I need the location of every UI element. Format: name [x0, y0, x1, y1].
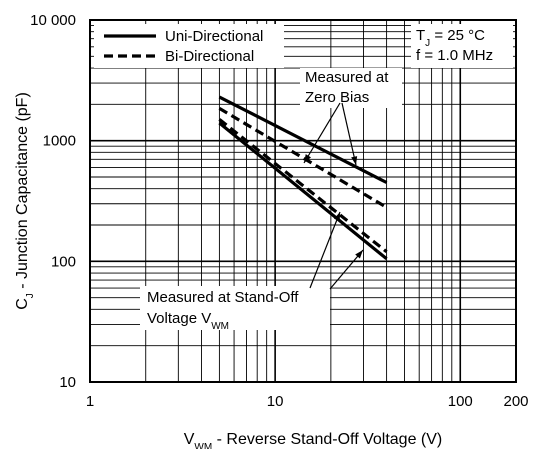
condition-frequency: f = 1.0 MHz — [416, 47, 493, 64]
arrow-standoff-2 — [329, 249, 364, 290]
y-tick-label: 10 000 — [30, 12, 76, 29]
tick-labels: 1 10 100 200 10 100 1000 10 000 — [30, 12, 528, 410]
plot-frame — [89, 19, 517, 383]
y-tick-label: 100 — [51, 253, 76, 270]
series-line-4-dashed — [218, 118, 388, 254]
y-axis-label: CJ - Junction Capacitance (pF) — [14, 92, 36, 310]
y-tick-label: 1000 — [43, 133, 76, 150]
arrow-standoff-2-head — [355, 250, 363, 259]
y-tick-label: 10 — [59, 374, 76, 391]
x-axis-label: VWM - Reverse Stand-Off Voltage (V) — [184, 431, 442, 449]
arrow-zero-bias-2-head — [351, 156, 358, 165]
axis-labels: VWM - Reverse Stand-Off Voltage (V) CJ - … — [14, 92, 442, 449]
arrow-zero-bias-2 — [341, 102, 357, 166]
condition-temperature: TJ = 25 °C — [416, 27, 485, 49]
annotation-zero-bias-text: Zero Bias — [305, 89, 369, 106]
legend-box — [94, 24, 284, 68]
arrow-zero-bias-1 — [303, 102, 341, 164]
series-line-3-solid — [218, 121, 388, 261]
arrow-standoff-1 — [309, 211, 341, 289]
x-tick-label: 1 — [86, 393, 94, 410]
legend-label: Uni-Directional — [165, 28, 263, 45]
annotation-standoff-text: Measured at Stand-Off — [147, 289, 299, 306]
annotation-zero-bias-box — [300, 68, 402, 108]
x-tick-label: 100 — [448, 393, 473, 410]
x-tick-label: 10 — [267, 393, 284, 410]
annotation-standoff-box — [140, 286, 330, 330]
legend-label: Bi-Directional — [165, 48, 254, 65]
annotation-standoff-text: Voltage VWM — [147, 310, 229, 332]
arrow-zero-bias-1-head — [304, 154, 311, 163]
annotation-zero-bias-text: Measured at — [305, 69, 389, 86]
series-lines — [218, 95, 388, 261]
legend-and-annotations: Uni-Directional Bi-Directional TJ = 25 °Cf… — [94, 24, 513, 332]
conditions-box — [411, 24, 513, 68]
series-line-1-solid — [218, 95, 388, 184]
series-line-2-dashed — [218, 107, 388, 209]
x-tick-label: 200 — [503, 393, 528, 410]
arrow-standoff-1-head — [334, 212, 340, 221]
